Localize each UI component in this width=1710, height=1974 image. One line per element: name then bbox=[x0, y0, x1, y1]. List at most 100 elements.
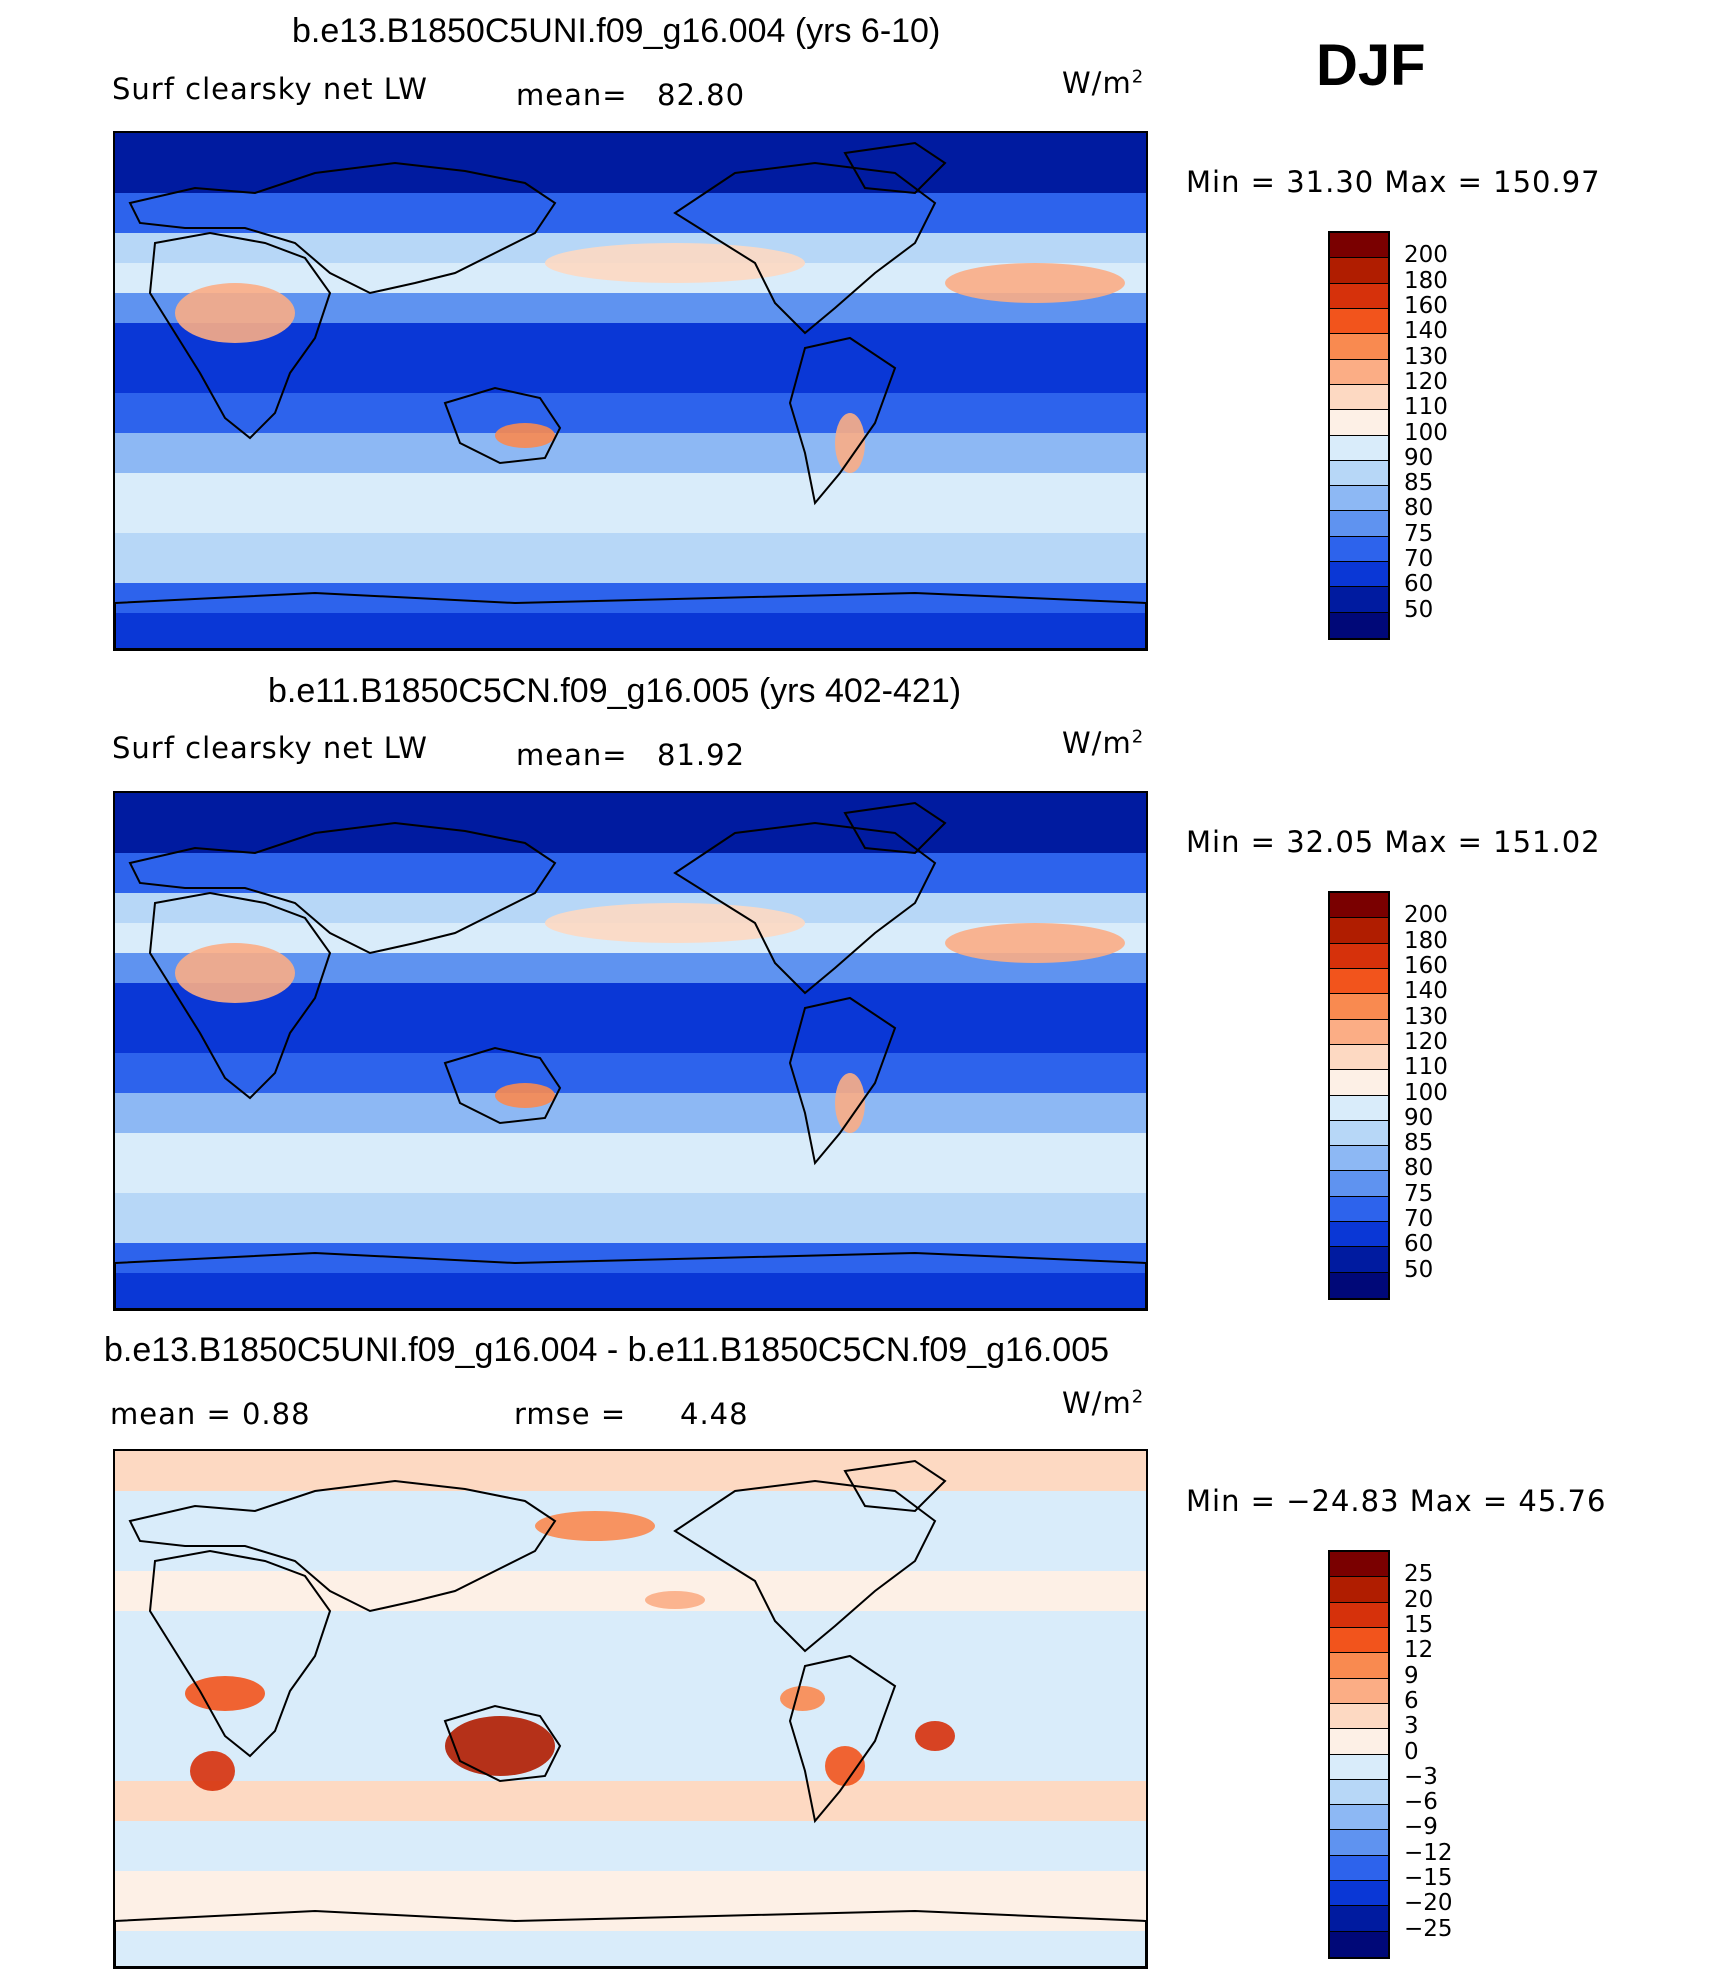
colorbar-swatch bbox=[1330, 511, 1388, 537]
panel-2-title: b.e11.B1850C5CN.f09_g16.005 (yrs 402-421… bbox=[268, 672, 962, 710]
colorbar-swatch bbox=[1330, 893, 1388, 919]
colorbar-swatch bbox=[1330, 460, 1388, 487]
colorbar-tick-label: 130 bbox=[1404, 343, 1448, 370]
colorbar-tick-label: 70 bbox=[1404, 1206, 1434, 1233]
panel-3-minmax: Min = −24.83 Max = 45.76 bbox=[1186, 1484, 1607, 1518]
panel-3-colorbar bbox=[1328, 1550, 1390, 1959]
colorbar-tick-label: 85 bbox=[1404, 470, 1434, 497]
colorbar-swatch bbox=[1330, 1196, 1388, 1223]
panel-3-title: b.e13.B1850C5UNI.f09_g16.004 - b.e11.B18… bbox=[104, 1331, 1110, 1369]
colorbar-swatch bbox=[1330, 1044, 1388, 1071]
panel-3-rmse-value: 4.48 bbox=[680, 1397, 749, 1431]
colorbar-swatch bbox=[1330, 233, 1388, 259]
panel-2-mean-value: 81.92 bbox=[657, 738, 746, 772]
colorbar-swatch bbox=[1330, 308, 1388, 335]
colorbar-swatch bbox=[1330, 486, 1388, 512]
colorbar-swatch bbox=[1330, 1602, 1388, 1628]
colorbar-tick-label: 180 bbox=[1404, 267, 1448, 294]
colorbar-swatch bbox=[1330, 536, 1388, 563]
colorbar-tick-label: −15 bbox=[1404, 1865, 1453, 1892]
colorbar-tick-label: 160 bbox=[1404, 292, 1448, 319]
colorbar-tick-label: 15 bbox=[1404, 1611, 1434, 1638]
colorbar-swatch bbox=[1330, 1906, 1388, 1932]
colorbar-swatch bbox=[1330, 1577, 1388, 1603]
colorbar-swatch bbox=[1330, 1019, 1388, 1045]
panel-2-map bbox=[113, 791, 1148, 1311]
colorbar-swatch bbox=[1330, 1552, 1388, 1578]
colorbar-swatch bbox=[1330, 258, 1388, 284]
colorbar-tick-label: 70 bbox=[1404, 546, 1434, 573]
colorbar-tick-label: 200 bbox=[1404, 902, 1448, 929]
colorbar-swatch bbox=[1330, 1703, 1388, 1730]
panel-2-colorbar bbox=[1328, 891, 1390, 1300]
colorbar-tick-label: −9 bbox=[1404, 1814, 1438, 1841]
colorbar-swatch bbox=[1330, 1754, 1388, 1780]
colorbar-tick-label: −25 bbox=[1404, 1915, 1453, 1942]
colorbar-swatch bbox=[1330, 612, 1388, 638]
colorbar-tick-label: −3 bbox=[1404, 1763, 1438, 1790]
panel-1-title: b.e13.B1850C5UNI.f09_g16.004 (yrs 6-10) bbox=[292, 12, 941, 50]
panel-1-mean-key: mean= bbox=[516, 78, 628, 112]
colorbar-tick-label: 110 bbox=[1404, 1054, 1448, 1081]
colorbar-tick-label: 0 bbox=[1404, 1738, 1419, 1765]
panel-1-variable-label: Surf clearsky net LW bbox=[112, 72, 428, 106]
colorbar-swatch bbox=[1330, 1678, 1388, 1704]
colorbar-swatch bbox=[1330, 384, 1388, 411]
colorbar-tick-label: 60 bbox=[1404, 1231, 1434, 1258]
colorbar-tick-label: 12 bbox=[1404, 1637, 1434, 1664]
colorbar-tick-label: 85 bbox=[1404, 1130, 1434, 1157]
colorbar-swatch bbox=[1330, 1830, 1388, 1856]
colorbar-tick-label: 140 bbox=[1404, 318, 1448, 345]
panel-3-map-field bbox=[115, 1451, 1146, 1967]
panel-2-map-field bbox=[115, 793, 1146, 1309]
colorbar-swatch bbox=[1330, 359, 1388, 385]
colorbar-tick-label: 50 bbox=[1404, 1256, 1434, 1283]
colorbar-tick-label: 180 bbox=[1404, 927, 1448, 954]
colorbar-swatch bbox=[1330, 1171, 1388, 1197]
colorbar-tick-label: 90 bbox=[1404, 444, 1434, 471]
panel-1-map bbox=[113, 131, 1148, 651]
panel-1-map-field bbox=[115, 133, 1146, 649]
colorbar-tick-label: 100 bbox=[1404, 419, 1448, 446]
colorbar-swatch bbox=[1330, 1272, 1388, 1298]
panel-1-minmax: Min = 31.30 Max = 150.97 bbox=[1186, 165, 1601, 199]
colorbar-swatch bbox=[1330, 1729, 1388, 1755]
colorbar-swatch bbox=[1330, 587, 1388, 613]
colorbar-swatch bbox=[1330, 1222, 1388, 1248]
season-label: DJF bbox=[1316, 33, 1426, 98]
colorbar-tick-label: 160 bbox=[1404, 952, 1448, 979]
colorbar-tick-label: 80 bbox=[1404, 495, 1434, 522]
colorbar-tick-label: 100 bbox=[1404, 1079, 1448, 1106]
colorbar-tick-label: 20 bbox=[1404, 1586, 1434, 1613]
colorbar-swatch bbox=[1330, 968, 1388, 995]
colorbar-swatch bbox=[1330, 1146, 1388, 1172]
colorbar-tick-label: 60 bbox=[1404, 571, 1434, 598]
colorbar-tick-label: 80 bbox=[1404, 1155, 1434, 1182]
panel-2-variable-label: Surf clearsky net LW bbox=[112, 731, 428, 765]
colorbar-swatch bbox=[1330, 1931, 1388, 1957]
colorbar-swatch bbox=[1330, 1627, 1388, 1654]
colorbar-tick-label: 140 bbox=[1404, 978, 1448, 1005]
colorbar-tick-label: −20 bbox=[1404, 1890, 1453, 1917]
colorbar-tick-label: 3 bbox=[1404, 1713, 1419, 1740]
colorbar-swatch bbox=[1330, 1247, 1388, 1273]
panel-3-units: W/m2 bbox=[1062, 1386, 1145, 1420]
panel-3-map bbox=[113, 1449, 1148, 1969]
colorbar-swatch bbox=[1330, 994, 1388, 1020]
colorbar-tick-label: 9 bbox=[1404, 1662, 1419, 1689]
colorbar-tick-label: 110 bbox=[1404, 394, 1448, 421]
colorbar-swatch bbox=[1330, 1120, 1388, 1147]
colorbar-swatch bbox=[1330, 1653, 1388, 1679]
panel-2-minmax: Min = 32.05 Max = 151.02 bbox=[1186, 825, 1601, 859]
colorbar-tick-label: 120 bbox=[1404, 1028, 1448, 1055]
colorbar-tick-label: 50 bbox=[1404, 596, 1434, 623]
colorbar-tick-label: 200 bbox=[1404, 242, 1448, 269]
colorbar-swatch bbox=[1330, 1805, 1388, 1831]
colorbar-swatch bbox=[1330, 1881, 1388, 1907]
colorbar-swatch bbox=[1330, 1779, 1388, 1806]
panel-2-mean-key: mean= bbox=[516, 738, 628, 772]
colorbar-swatch bbox=[1330, 1855, 1388, 1882]
colorbar-swatch bbox=[1330, 334, 1388, 360]
panel-1-colorbar bbox=[1328, 231, 1390, 640]
colorbar-swatch bbox=[1330, 1095, 1388, 1121]
